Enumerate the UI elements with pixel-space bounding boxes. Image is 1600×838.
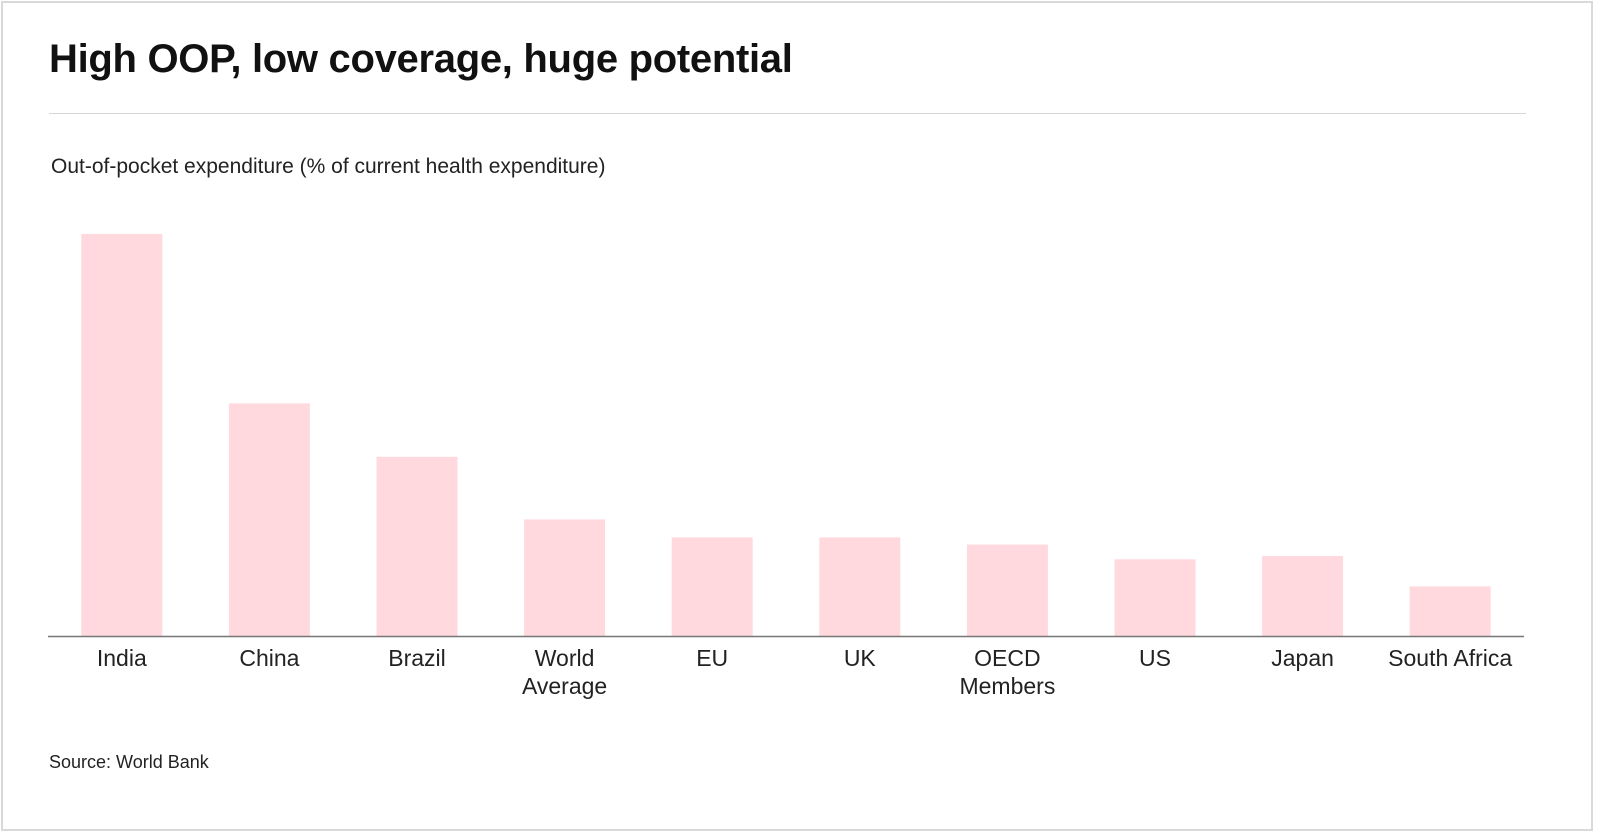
bar-india [81, 233, 163, 636]
chart-subtitle: Out-of-pocket expenditure (% of current … [51, 155, 606, 178]
x-tick-label: EU [696, 645, 728, 671]
page-title: High OOP, low coverage, huge potential [49, 37, 793, 81]
bars-group [81, 233, 1491, 636]
source-note: Source: World Bank [49, 752, 209, 772]
title-divider [49, 113, 1526, 114]
x-tick-label: UK [844, 645, 877, 671]
x-tick-label: Japan [1271, 645, 1334, 671]
bar-brazil [376, 456, 458, 636]
bar-uk [819, 537, 901, 636]
bar-china [228, 403, 310, 636]
x-axis-labels: India China Brazil World Average EU UK OECD Memb… [97, 645, 1513, 699]
bar-us [1114, 559, 1196, 636]
bar-eu [671, 537, 753, 636]
bar-south-africa [1409, 586, 1491, 636]
x-tick-label: US [1139, 645, 1171, 671]
x-tick-label: Brazil [388, 645, 446, 671]
bar-japan [1262, 556, 1344, 636]
x-tick-label: China [239, 645, 299, 671]
bar-oecd-members [966, 544, 1048, 636]
x-tick-label: India [97, 645, 147, 671]
bar-world-average [524, 519, 606, 636]
x-tick-label: World Average [522, 645, 607, 699]
x-tick-label: South Africa [1388, 645, 1512, 671]
x-tick-label: OECD Members [959, 645, 1055, 699]
bar-chart: India China Brazil World Average EU UK OECD Memb… [48, 233, 1524, 699]
